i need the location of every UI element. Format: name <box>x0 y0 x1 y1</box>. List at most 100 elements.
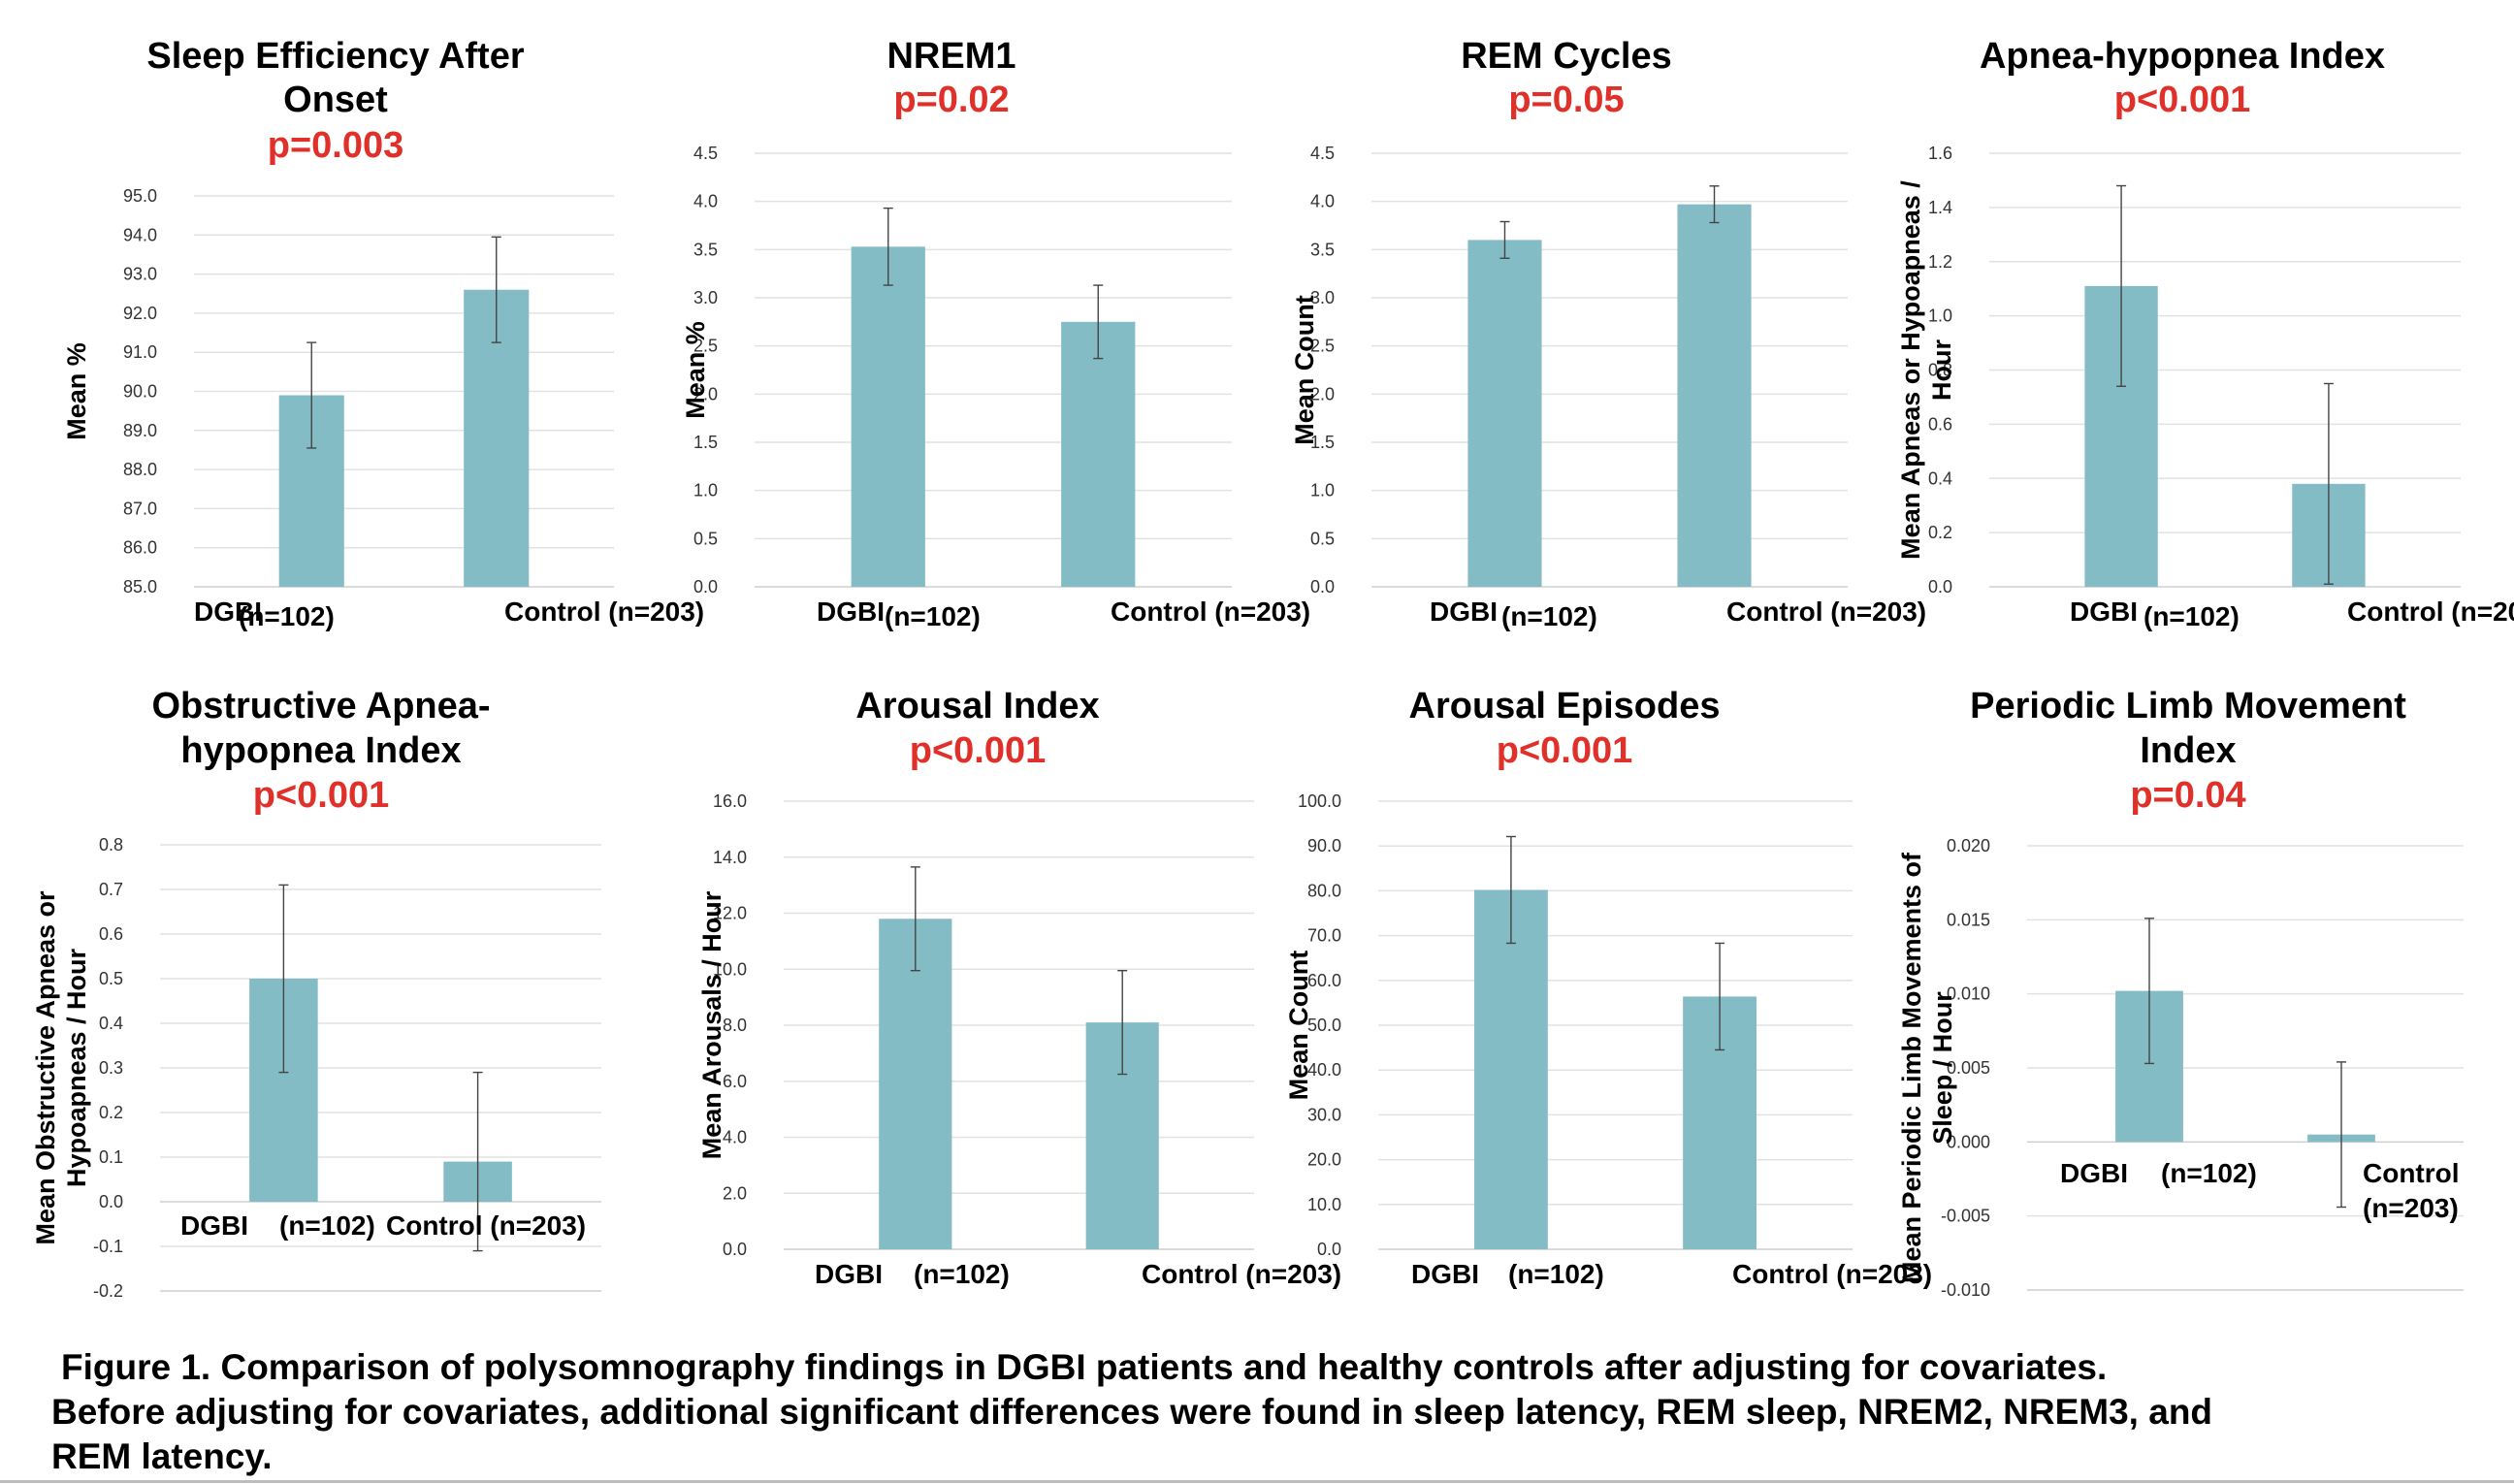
y-tick-label: 0.2 <box>99 1103 123 1122</box>
category-label: DGBI <box>1430 597 1498 627</box>
chart-title-line: Obstructive Apnea- <box>151 686 490 726</box>
y-tick-label: 12.0 <box>713 904 747 923</box>
category-label: Control (n=203) <box>504 597 704 627</box>
bar <box>1467 240 1542 587</box>
y-tick-label: 0.7 <box>99 880 123 899</box>
y-tick-label: 0.010 <box>1947 984 1990 1004</box>
y-tick-label: 85.0 <box>123 577 157 597</box>
y-tick-label: -0.010 <box>1941 1280 1990 1300</box>
category-label: (n=102) <box>885 601 981 631</box>
y-tick-label: 1.4 <box>1928 198 1952 217</box>
y-tick-label: 4.5 <box>1310 144 1335 163</box>
bar <box>1677 204 1752 587</box>
y-tick-label: 40.0 <box>1307 1060 1341 1080</box>
y-tick-label: 1.0 <box>1928 306 1952 326</box>
chart-pvalue: p<0.001 <box>1497 730 1633 771</box>
y-tick-label: 0.020 <box>1947 836 1990 855</box>
y-tick-label: 0.6 <box>1928 414 1952 434</box>
bar <box>851 246 925 587</box>
chart-pvalue: p<0.001 <box>253 775 390 816</box>
y-tick-label: 3.5 <box>1310 240 1335 259</box>
y-tick-label: 100.0 <box>1298 791 1341 811</box>
y-tick-label: 4.0 <box>1310 192 1335 211</box>
figure-caption: Figure 1. Comparison of polysomnography … <box>51 1345 2457 1479</box>
chart-title-line: Onset <box>283 80 388 120</box>
y-tick-label: 95.0 <box>123 186 157 206</box>
y-tick-label: 0.8 <box>1928 361 1952 380</box>
y-tick-label: 0.4 <box>99 1014 123 1033</box>
y-tick-label: 3.0 <box>693 288 718 307</box>
chart-title-line: Sleep Efficiency After <box>146 36 524 77</box>
y-tick-label: -0.2 <box>93 1281 123 1301</box>
category-label: (n=102) <box>2161 1158 2257 1188</box>
y-tick-label: 92.0 <box>123 304 157 323</box>
chart-title-line: hypopnea Index <box>180 730 461 771</box>
category-label: Control (n=203) <box>386 1210 586 1241</box>
y-tick-label: 30.0 <box>1307 1105 1341 1124</box>
y-tick-label: 50.0 <box>1307 1016 1341 1035</box>
y-axis-label: Mean Periodic Limb Movements of <box>1897 852 1926 1283</box>
y-axis-label: Sleep / Hour <box>1928 991 1957 1145</box>
y-tick-label: 87.0 <box>123 499 157 518</box>
y-tick-label: 2.0 <box>1310 384 1335 403</box>
y-tick-label: 1.2 <box>1928 252 1952 272</box>
y-tick-label: 0.0 <box>723 1240 747 1259</box>
y-tick-label: 91.0 <box>123 342 157 362</box>
category-label: (n=203) <box>2363 1193 2459 1223</box>
y-tick-label: 88.0 <box>123 460 157 479</box>
chart-title-line: REM Cycles <box>1461 36 1672 77</box>
y-tick-label: 86.0 <box>123 538 157 558</box>
y-tick-label: 0.005 <box>1947 1058 1990 1078</box>
y-tick-label: 70.0 <box>1307 926 1341 946</box>
y-tick-label: 8.0 <box>723 1016 747 1035</box>
y-tick-label: 0.0 <box>99 1192 123 1211</box>
y-axis-label: Mean Count <box>1290 295 1319 445</box>
y-tick-label: 0.5 <box>1310 529 1335 548</box>
y-tick-label: 0.000 <box>1947 1132 1990 1151</box>
y-axis-label: Mean % <box>681 321 710 419</box>
y-tick-label: 2.0 <box>723 1183 747 1203</box>
y-tick-label: 2.5 <box>1310 337 1335 356</box>
y-tick-label: 0.5 <box>99 969 123 988</box>
y-tick-label: 1.0 <box>1310 481 1335 500</box>
chart-title-line: Arousal Episodes <box>1409 686 1721 726</box>
y-axis-label: Mean Apneas or Hypoapneas / <box>1896 180 1925 560</box>
y-tick-label: 4.0 <box>693 192 718 211</box>
y-tick-label: 0.2 <box>1928 523 1952 542</box>
category-label: DGBI <box>2060 1158 2128 1188</box>
y-tick-label: 0.5 <box>693 529 718 548</box>
bottom-rule <box>0 1480 2514 1483</box>
y-tick-label: 10.0 <box>1307 1195 1341 1214</box>
y-tick-label: 10.0 <box>713 959 747 979</box>
y-tick-label: 0.6 <box>99 924 123 944</box>
y-tick-label: 0.1 <box>99 1147 123 1167</box>
category-label: DGBI <box>180 1210 248 1241</box>
y-tick-label: 0.4 <box>1928 468 1952 488</box>
y-axis-label: Hypoapneas / Hour <box>62 948 91 1187</box>
y-tick-label: 0.0 <box>693 577 718 597</box>
chart-pvalue: p=0.02 <box>893 80 1009 120</box>
chart-pvalue: p=0.04 <box>2130 775 2245 816</box>
y-tick-label: -0.1 <box>93 1237 123 1256</box>
chart-pvalue: p=0.05 <box>1508 80 1624 120</box>
y-tick-label: 1.0 <box>693 481 718 500</box>
category-label: (n=102) <box>1501 601 1597 631</box>
category-label: (n=102) <box>914 1259 1010 1289</box>
caption-line-2: Before adjusting for covariates, additio… <box>51 1392 2213 1432</box>
y-tick-label: 89.0 <box>123 421 157 440</box>
category-label: (n=102) <box>279 1210 375 1241</box>
y-tick-label: 3.5 <box>693 240 718 259</box>
category-label: (n=102) <box>2143 601 2240 631</box>
y-tick-label: 80.0 <box>1307 881 1341 900</box>
y-tick-label: 6.0 <box>723 1072 747 1091</box>
bar <box>1061 321 1136 587</box>
category-label: Control (n=203) <box>2347 597 2514 627</box>
category-label: (n=102) <box>239 601 335 631</box>
y-tick-label: 0.0 <box>1317 1240 1341 1259</box>
